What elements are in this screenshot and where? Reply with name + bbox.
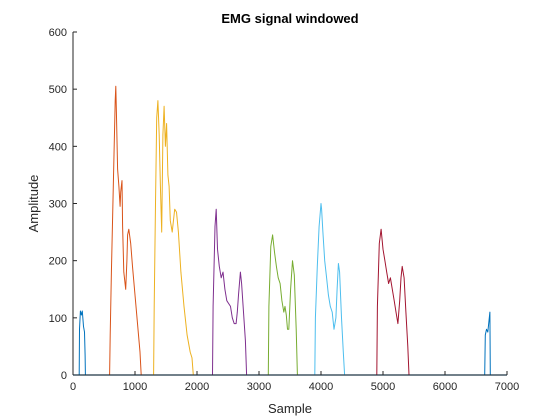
y-tick-label: 500 <box>49 84 67 96</box>
y-axis-title: Amplitude <box>26 175 41 233</box>
series-line-4 <box>212 208 248 376</box>
y-tick-label: 300 <box>49 199 67 211</box>
series-line-3 <box>153 100 194 376</box>
x-tick-label: 6000 <box>433 381 457 393</box>
x-tick-label: 2000 <box>185 381 209 393</box>
series-line-1 <box>78 310 86 376</box>
x-tick-label: 7000 <box>495 381 519 393</box>
plot-area <box>73 32 507 376</box>
axes: 0 1000 2000 3000 4000 5000 6000 7000 0 100 200 300 4… <box>49 27 520 393</box>
series-line-5 <box>267 234 298 376</box>
series-line-2 <box>109 85 142 376</box>
series-line-8 <box>484 311 491 376</box>
y-tick-label: 100 <box>49 313 67 325</box>
plot-background <box>73 32 507 375</box>
y-tick-label: 600 <box>49 27 67 39</box>
series-line-6 <box>314 203 346 376</box>
x-tick-label: 0 <box>70 381 76 393</box>
chart-title: EMG signal windowed <box>221 11 358 26</box>
y-tick-label: 200 <box>49 256 67 268</box>
x-tick-label: 3000 <box>247 381 271 393</box>
x-tick-label: 5000 <box>371 381 395 393</box>
y-tick-label: 0 <box>61 370 67 382</box>
y-tick-label: 400 <box>49 141 67 153</box>
x-tick-label: 4000 <box>309 381 333 393</box>
series-line-7 <box>376 228 410 376</box>
x-axis-title: Sample <box>268 401 312 416</box>
x-tick-label: 1000 <box>123 381 147 393</box>
